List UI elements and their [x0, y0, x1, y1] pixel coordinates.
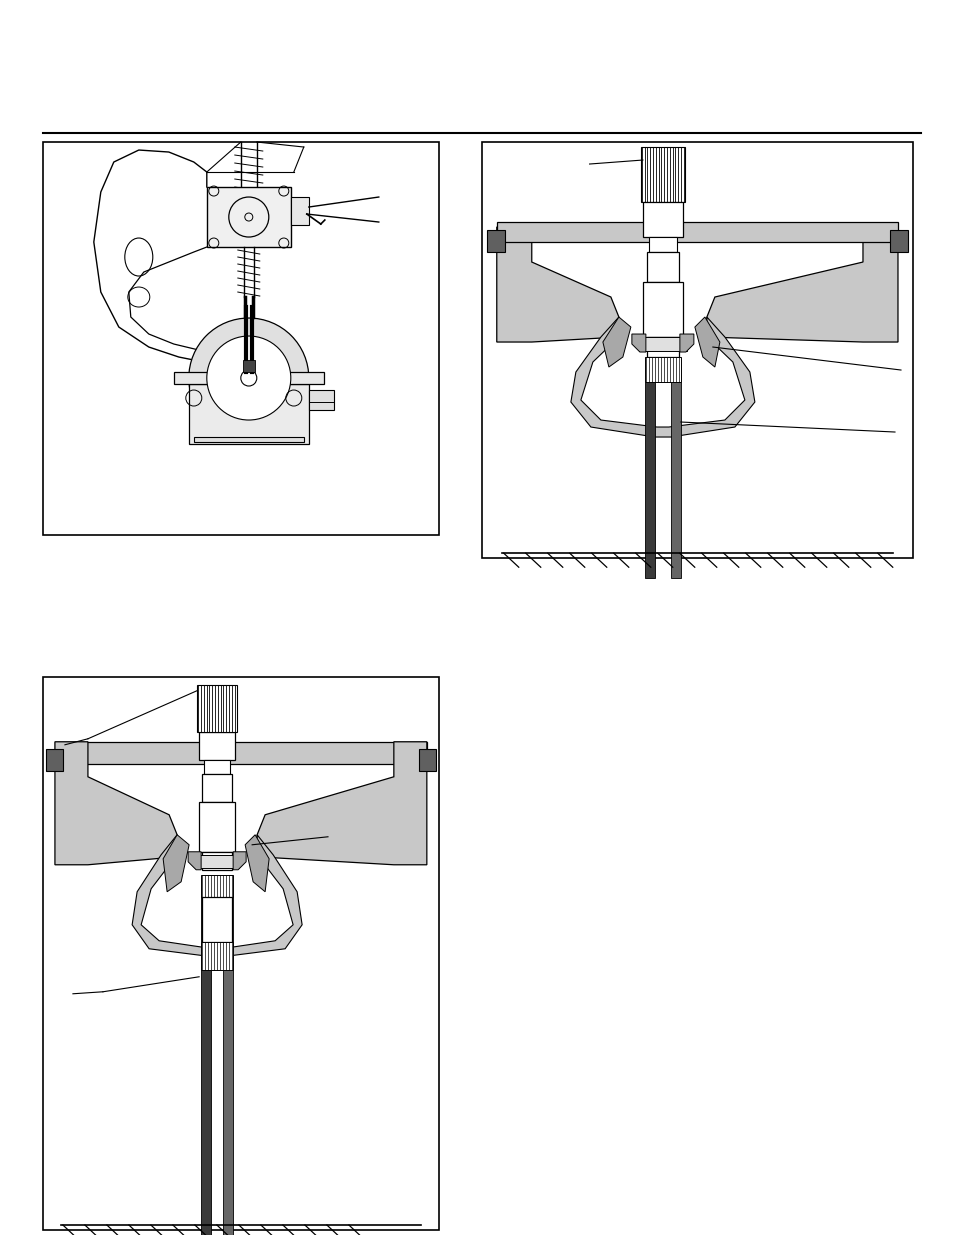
Bar [43, 677, 438, 1230]
Bar [642, 203, 682, 237]
Polygon shape [631, 333, 645, 352]
Bar [55, 742, 426, 763]
Bar [648, 237, 677, 252]
Bar [173, 372, 323, 384]
Bar [199, 802, 234, 852]
Bar [644, 357, 680, 382]
Polygon shape [694, 317, 720, 367]
Bar [309, 390, 334, 410]
Polygon shape [163, 835, 189, 892]
Bar [497, 222, 897, 242]
Bar [204, 760, 230, 774]
Bar [201, 874, 233, 897]
Polygon shape [55, 742, 177, 864]
Bar [642, 282, 682, 337]
Bar [199, 732, 234, 760]
Polygon shape [570, 317, 754, 437]
Bar [189, 384, 309, 445]
Bar [43, 142, 438, 535]
Bar [202, 852, 232, 869]
Bar [197, 684, 237, 732]
Bar [223, 897, 233, 1235]
Circle shape [189, 319, 309, 438]
Circle shape [240, 370, 256, 387]
Bar [201, 942, 233, 969]
Polygon shape [245, 835, 269, 892]
Bar [202, 897, 232, 942]
Bar [243, 361, 254, 372]
Circle shape [207, 336, 291, 420]
Bar [202, 774, 232, 802]
Polygon shape [679, 333, 693, 352]
Bar [640, 147, 684, 203]
Bar [644, 382, 654, 578]
Polygon shape [497, 227, 618, 342]
Polygon shape [233, 852, 246, 869]
Bar [207, 186, 291, 247]
Bar [646, 337, 679, 357]
Bar [193, 437, 303, 442]
Bar [195, 855, 239, 868]
Polygon shape [132, 835, 302, 957]
Bar [646, 252, 679, 282]
Bar [201, 897, 211, 1235]
Bar [481, 142, 912, 558]
Bar [670, 382, 680, 578]
Bar [46, 748, 63, 771]
Bar [639, 337, 686, 351]
Bar [291, 198, 309, 225]
Bar [889, 230, 907, 252]
Polygon shape [706, 227, 897, 342]
Bar [486, 230, 504, 252]
Bar [418, 748, 436, 771]
Polygon shape [602, 317, 630, 367]
Polygon shape [257, 742, 426, 864]
Polygon shape [188, 852, 201, 869]
